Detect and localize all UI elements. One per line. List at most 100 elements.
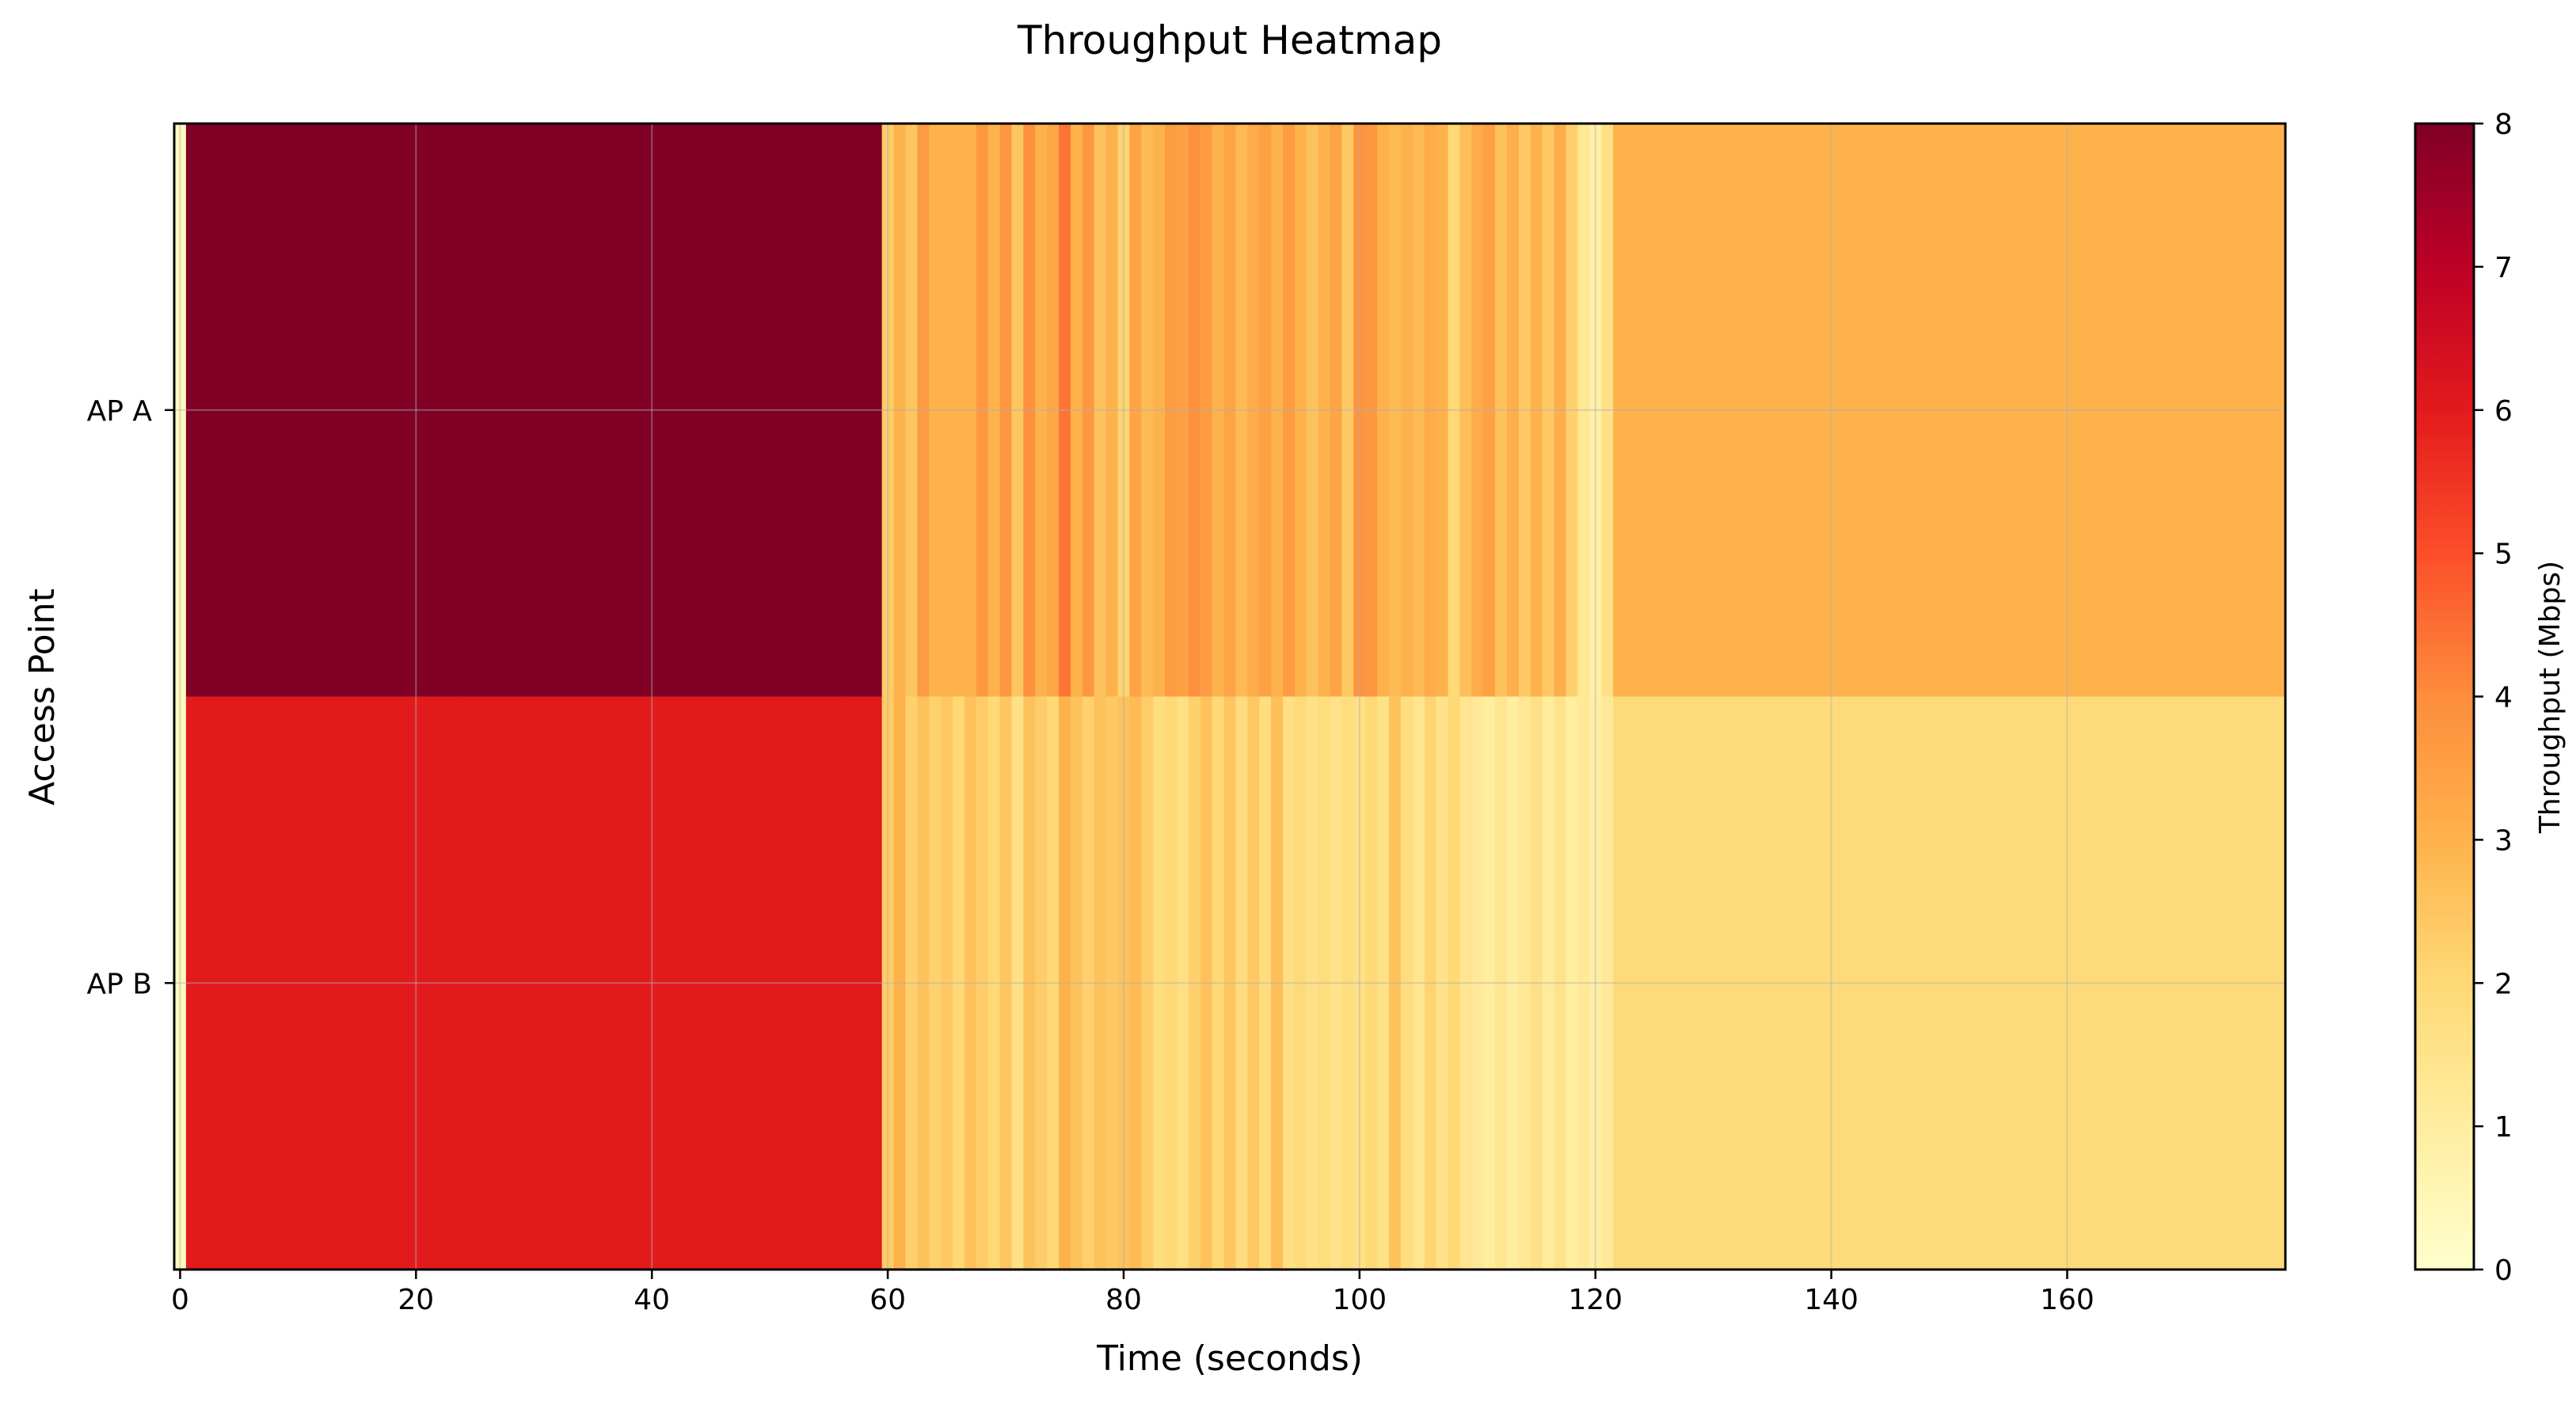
heatmap-cell — [1896, 124, 1908, 697]
heatmap-cell — [2262, 124, 2274, 697]
heatmap-cell — [221, 124, 234, 697]
heatmap-cell — [1978, 696, 1992, 1270]
heatmap-cell — [1624, 696, 1638, 1270]
heatmap-cell — [551, 696, 565, 1270]
heatmap-cell — [1978, 124, 1992, 697]
heatmap-cell — [1931, 696, 1944, 1270]
heatmap-cell — [1837, 124, 1850, 697]
heatmap-cell — [363, 696, 375, 1270]
heatmap-cell — [622, 124, 635, 697]
heatmap-cell — [245, 124, 257, 697]
heatmap-cell — [1483, 124, 1496, 697]
heatmap-cell — [799, 124, 812, 697]
heatmap-cell — [1613, 124, 1626, 697]
heatmap-cell — [1094, 124, 1107, 697]
colorbar-tick-label: 3 — [2494, 824, 2513, 857]
heatmap-cell — [2002, 696, 2015, 1270]
heatmap-cell — [1872, 124, 1885, 697]
heatmap-cell — [1566, 696, 1578, 1270]
heatmap-cell — [1707, 696, 1720, 1270]
heatmap-cell — [634, 124, 647, 697]
x-tick-label: 100 — [1332, 1284, 1387, 1316]
heatmap-cell — [1601, 124, 1614, 697]
heatmap-cell — [1566, 124, 1578, 697]
heatmap-cell — [327, 696, 341, 1270]
heatmap-cell — [1518, 696, 1532, 1270]
heatmap-cell — [1707, 124, 1720, 697]
heatmap-cell — [291, 124, 305, 697]
heatmap-cell — [527, 124, 541, 697]
heatmap-cell — [174, 124, 187, 697]
heatmap-cell — [1389, 124, 1402, 697]
heatmap-cell — [1035, 124, 1048, 697]
heatmap-cell — [763, 124, 777, 697]
heatmap-cell — [846, 124, 859, 697]
heatmap-cell — [504, 124, 517, 697]
heatmap-cell — [1848, 124, 1862, 697]
heatmap-cell — [1011, 124, 1024, 697]
heatmap-cell — [2202, 124, 2216, 697]
heatmap-cell — [1424, 696, 1437, 1270]
heatmap-cell — [1448, 124, 1461, 697]
heatmap-cell — [268, 124, 281, 697]
heatmap-cell — [1223, 696, 1237, 1270]
heatmap-cell — [185, 124, 199, 697]
y-axis-label: Access Point — [22, 588, 63, 805]
heatmap-cell — [881, 696, 895, 1270]
heatmap-cell — [363, 124, 375, 697]
heatmap-cell — [1778, 696, 1791, 1270]
heatmap-cell — [2274, 124, 2285, 697]
heatmap-cell — [717, 696, 729, 1270]
heatmap-cell — [740, 124, 753, 697]
heatmap-cell — [811, 124, 824, 697]
heatmap-cell — [611, 124, 623, 697]
heatmap-cell — [1271, 124, 1284, 697]
x-tick-label: 0 — [171, 1284, 189, 1316]
y-axis-ticks: AP A AP B — [87, 395, 174, 1000]
heatmap-cell — [1471, 696, 1484, 1270]
heatmap-cell — [1294, 696, 1307, 1270]
heatmap-cell — [1837, 696, 1850, 1270]
heatmap-cell — [2108, 696, 2121, 1270]
heatmap-cell — [1365, 124, 1378, 697]
heatmap-cell — [445, 696, 459, 1270]
heatmap-cell — [1530, 696, 1543, 1270]
heatmap-cell — [657, 696, 671, 1270]
heatmap-cell — [245, 696, 257, 1270]
heatmap-cell — [1011, 696, 1024, 1270]
heatmap-cell — [881, 124, 895, 697]
heatmap-cell — [1790, 124, 1802, 697]
heatmap-cell — [2120, 696, 2133, 1270]
heatmap-cell — [787, 696, 800, 1270]
heatmap-cell — [1223, 124, 1237, 697]
heatmap-cell — [2038, 124, 2050, 697]
heatmap-cell — [729, 696, 741, 1270]
heatmap-cell — [869, 124, 883, 697]
heatmap-cell — [197, 124, 211, 697]
x-tick-label: 140 — [1804, 1284, 1859, 1316]
heatmap-cell — [303, 696, 317, 1270]
heatmap-cell — [1684, 696, 1696, 1270]
heatmap-cell — [1966, 124, 1980, 697]
heatmap-cell — [1730, 696, 1744, 1270]
heatmap-cell — [634, 696, 647, 1270]
heatmap-cell — [433, 696, 447, 1270]
heatmap-cell — [493, 696, 505, 1270]
x-axis-label: Time (seconds) — [1096, 1338, 1363, 1379]
heatmap-cell — [787, 124, 800, 697]
heatmap-cell — [563, 124, 576, 697]
heatmap-cell — [1601, 696, 1614, 1270]
heatmap-cell — [1495, 696, 1508, 1270]
heatmap-cell — [1330, 696, 1343, 1270]
heatmap-cell — [905, 124, 918, 697]
heatmap-cell — [858, 696, 871, 1270]
heatmap-cell — [1742, 124, 1756, 697]
heatmap-cell — [1636, 696, 1649, 1270]
heatmap-cell — [952, 124, 965, 697]
heatmap-cell — [1648, 696, 1661, 1270]
heatmap-cell — [551, 124, 565, 697]
heatmap-cell — [1377, 696, 1390, 1270]
heatmap-cell — [1247, 124, 1260, 697]
heatmap-cell — [1082, 696, 1095, 1270]
colorbar-tick-label: 6 — [2494, 395, 2513, 428]
